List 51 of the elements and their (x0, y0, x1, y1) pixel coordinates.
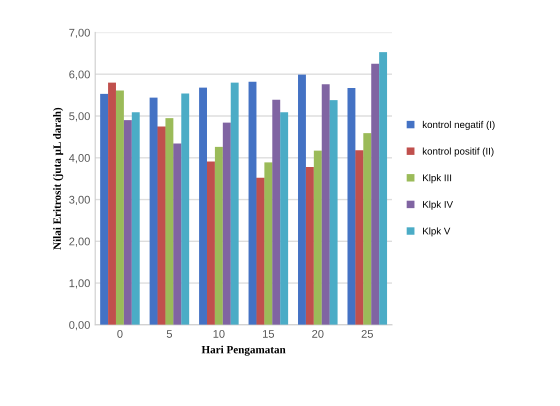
x-axis-title: Hari Pengamatan (202, 346, 286, 356)
bar (165, 118, 174, 325)
bar (330, 100, 338, 325)
bar (108, 82, 116, 325)
x-tick-label: 5 (166, 330, 172, 338)
x-tick-label: 25 (362, 330, 373, 338)
legend-label: kontrol negatif (I) (422, 120, 495, 130)
legend-label: Klpk IV (423, 200, 453, 210)
x-tick-label: 15 (263, 330, 274, 338)
bar (206, 162, 215, 325)
bar (158, 126, 166, 325)
x-tick-label: 0 (117, 330, 123, 338)
bar (173, 144, 182, 325)
bar (100, 94, 108, 325)
y-tick-label: 7,00 (69, 28, 90, 38)
bar (314, 150, 322, 325)
y-tick-label: 1,00 (70, 279, 90, 288)
bar (256, 178, 264, 325)
bar (116, 90, 124, 325)
bar (264, 162, 272, 325)
bar (371, 64, 380, 325)
legend-label: Klpk V (423, 227, 450, 236)
bar (363, 133, 372, 325)
bar (150, 98, 158, 325)
y-tick-label: 5,00 (69, 112, 90, 122)
bar (199, 88, 207, 325)
bar (214, 146, 223, 325)
bar (298, 74, 306, 325)
y-tick-label: 2,00 (69, 238, 90, 247)
y-tick-label: 3,00 (69, 196, 90, 205)
bar (280, 112, 288, 325)
legend-label: Klpk III (423, 174, 452, 184)
bar (222, 122, 231, 325)
bar (248, 82, 256, 325)
bar (355, 150, 364, 325)
x-tick-label: 20 (312, 330, 324, 338)
y-axis-title: Nilai Eritrosit (juta µL darah) (53, 108, 64, 250)
y-tick-label: 4,00 (68, 154, 90, 164)
bar (306, 166, 314, 325)
bar (347, 88, 356, 325)
y-tick-label: 0,00 (69, 321, 90, 330)
bar (132, 112, 140, 325)
legend-label: kontrol positif (II) (422, 148, 494, 157)
y-tick-label: 6,00 (69, 70, 90, 80)
bar (230, 82, 239, 325)
bar (181, 93, 190, 325)
x-tick-label: 10 (214, 330, 225, 338)
bar (124, 120, 132, 325)
bar (322, 84, 330, 325)
bar (272, 100, 280, 325)
bar (379, 52, 388, 325)
